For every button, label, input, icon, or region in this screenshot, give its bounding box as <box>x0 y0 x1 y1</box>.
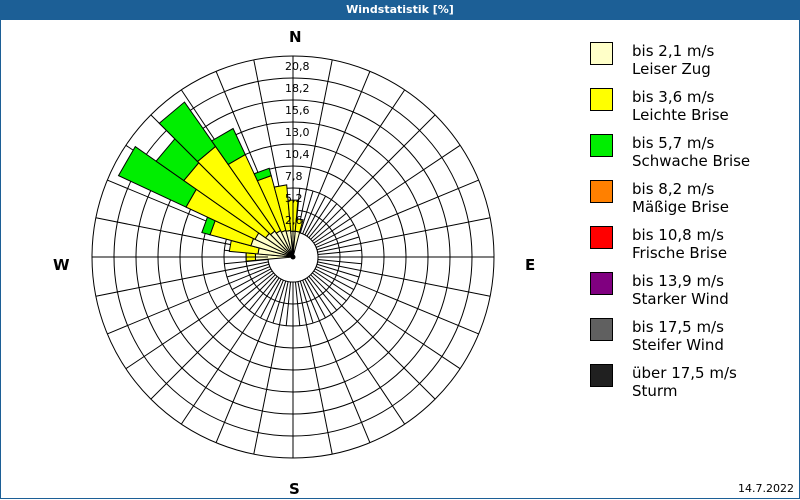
rose-segment <box>273 184 292 232</box>
legend-range: bis 5,7 m/s <box>632 134 715 152</box>
ring-label: 18,2 <box>285 82 310 95</box>
legend-range: bis 17,5 m/s <box>632 318 724 336</box>
compass-north: N <box>289 28 302 46</box>
legend-label: Mäßige Brise <box>632 198 729 216</box>
rose-segment <box>158 101 217 163</box>
legend-label: Steifer Wind <box>632 336 724 354</box>
legend-swatch <box>590 272 613 295</box>
rose-segment <box>253 167 272 182</box>
rose-segment <box>117 145 197 208</box>
ring-label: 15,6 <box>285 104 310 117</box>
legend-label: Starker Wind <box>632 290 729 308</box>
ring-label: 13,0 <box>285 126 310 139</box>
legend-label: Frische Brise <box>632 244 728 262</box>
compass-west: W <box>53 256 70 274</box>
ring-label: 2,6 <box>285 214 303 227</box>
ring-label: 5,2 <box>285 192 303 205</box>
ring-label: 7,8 <box>285 170 303 183</box>
legend-swatch <box>590 364 613 387</box>
legend-range: bis 3,6 m/s <box>632 88 715 106</box>
chart-title: Windstatistik [%] <box>0 0 800 20</box>
legend-label: Leiser Zug <box>632 60 711 78</box>
legend-range: bis 8,2 m/s <box>632 180 715 198</box>
legend-swatch <box>590 42 613 65</box>
legend-label: Sturm <box>632 382 678 400</box>
date-label: 14.7.2022 <box>738 482 794 495</box>
legend-swatch <box>590 318 613 341</box>
compass-east: E <box>525 256 536 274</box>
legend-range: über 17,5 m/s <box>632 364 737 382</box>
legend-range: bis 13,9 m/s <box>632 272 724 290</box>
legend-label: Schwache Brise <box>632 152 751 170</box>
legend-range: bis 2,1 m/s <box>632 42 715 60</box>
legend-swatch <box>590 180 613 203</box>
legend-label: Leichte Brise <box>632 106 729 124</box>
ring-label: 20,8 <box>285 60 310 73</box>
rose-overlay: 2,6 5,2 7,8 10,4 13,0 15,6 18,2 20,8 <box>92 56 310 260</box>
legend-range: bis 10,8 m/s <box>632 226 724 244</box>
compass-south: S <box>289 480 300 498</box>
legend-swatch <box>590 226 613 249</box>
legend-swatch <box>590 134 613 157</box>
rose-segment <box>210 127 246 166</box>
legend-swatch <box>590 88 613 111</box>
rose-segment <box>294 218 304 233</box>
ring-label: 10,4 <box>285 148 310 161</box>
rose-bars <box>117 101 304 262</box>
